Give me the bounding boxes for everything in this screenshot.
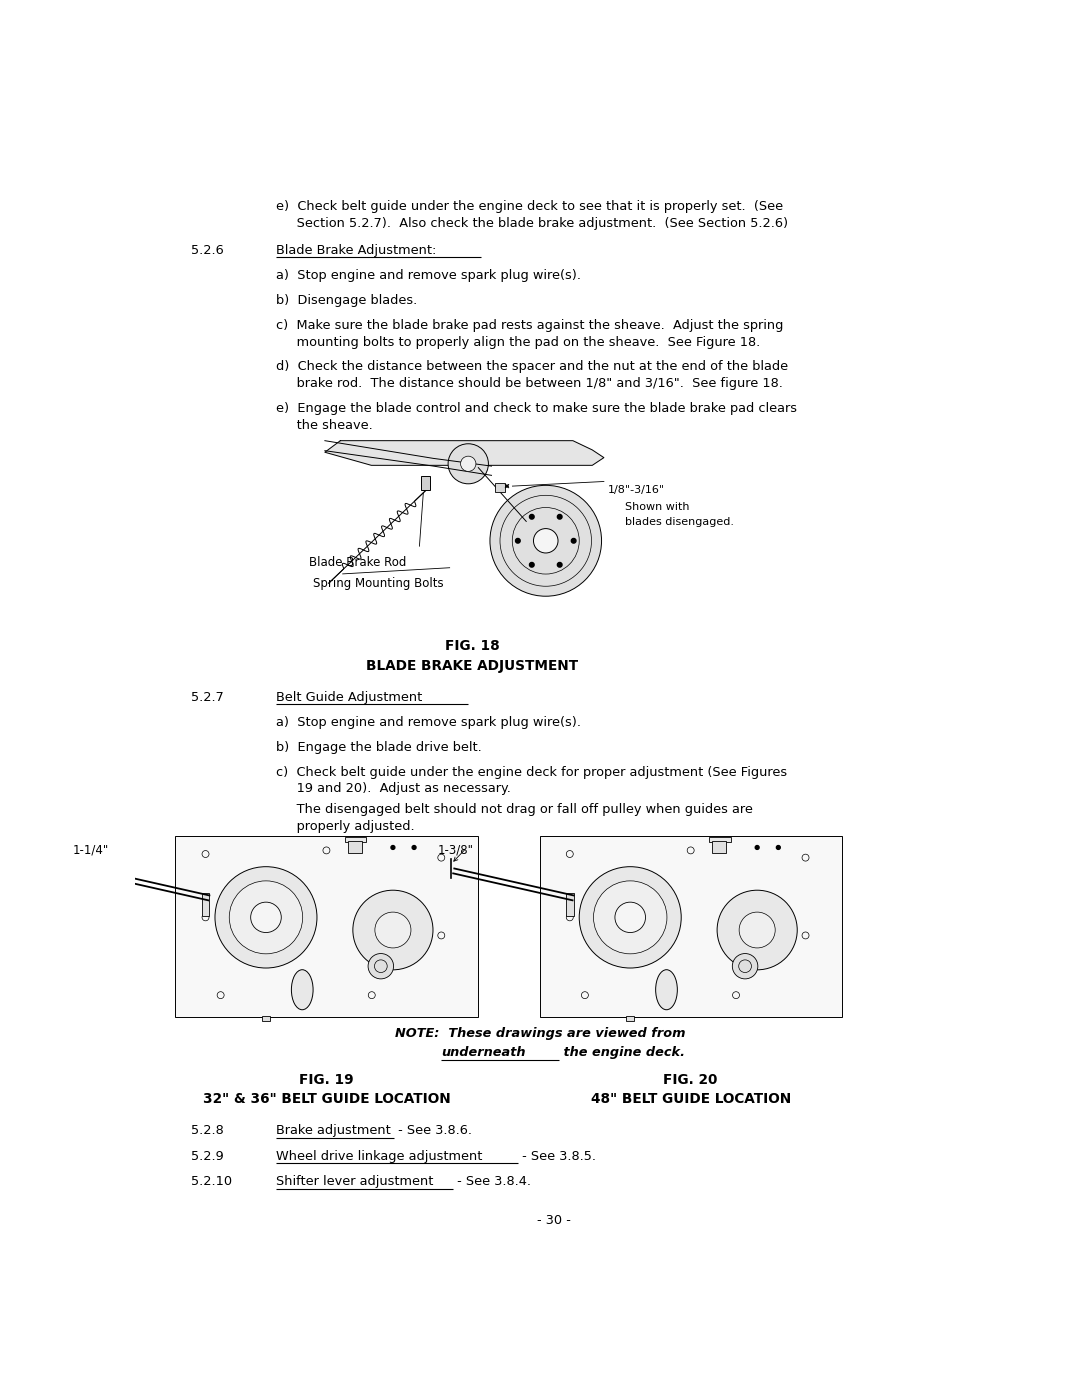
Text: 5.2.10: 5.2.10	[191, 1175, 232, 1187]
Text: Belt Guide Adjustment: Belt Guide Adjustment	[276, 692, 422, 704]
Text: c)  Make sure the blade brake pad rests against the sheave.  Adjust the spring: c) Make sure the blade brake pad rests a…	[276, 319, 783, 331]
Circle shape	[448, 444, 488, 483]
Bar	[496, 483, 504, 492]
Text: - See 3.8.4.: - See 3.8.4.	[453, 1175, 530, 1187]
Circle shape	[579, 866, 681, 968]
Text: Section 5.2.7).  Also check the blade brake adjustment.  (See Section 5.2.6): Section 5.2.7). Also check the blade bra…	[276, 217, 788, 231]
Bar	[202, 893, 210, 916]
Bar	[540, 835, 841, 1017]
Text: Shifter lever adjustment: Shifter lever adjustment	[276, 1175, 433, 1187]
Text: FIG. 19: FIG. 19	[299, 1073, 354, 1087]
Circle shape	[229, 882, 302, 954]
Text: c)  Check belt guide under the engine deck for proper adjustment (See Figures: c) Check belt guide under the engine dec…	[276, 766, 787, 778]
Circle shape	[571, 538, 576, 543]
Text: blades disengaged.: blades disengaged.	[625, 517, 733, 527]
Text: b)  Disengage blades.: b) Disengage blades.	[276, 293, 417, 307]
Text: Shown with: Shown with	[625, 502, 689, 511]
Text: FIG. 18: FIG. 18	[445, 640, 499, 654]
Text: underneath: underneath	[441, 1046, 526, 1059]
Text: 32" & 36" BELT GUIDE LOCATION: 32" & 36" BELT GUIDE LOCATION	[203, 1092, 450, 1106]
Text: d)  Check the distance between the spacer and the nut at the end of the blade: d) Check the distance between the spacer…	[276, 360, 788, 373]
Bar	[262, 1016, 270, 1021]
Polygon shape	[325, 440, 604, 465]
Circle shape	[353, 890, 433, 970]
Text: 5.2.7: 5.2.7	[191, 692, 224, 704]
Text: Wheel drive linkage adjustment: Wheel drive linkage adjustment	[276, 1150, 483, 1162]
Text: properly adjusted.: properly adjusted.	[276, 820, 415, 833]
Text: BLADE BRAKE ADJUSTMENT: BLADE BRAKE ADJUSTMENT	[366, 659, 578, 673]
Text: - See 3.8.6.: - See 3.8.6.	[394, 1125, 472, 1137]
Text: - 30 -: - 30 -	[537, 1214, 570, 1227]
Circle shape	[215, 866, 316, 968]
Text: 1-1/4": 1-1/4"	[73, 844, 109, 856]
Circle shape	[534, 528, 558, 553]
Text: Spring Mounting Bolts: Spring Mounting Bolts	[313, 577, 444, 590]
Text: 5.2.9: 5.2.9	[191, 1150, 224, 1162]
Text: mounting bolts to properly align the pad on the sheave.  See Figure 18.: mounting bolts to properly align the pad…	[276, 335, 760, 348]
Circle shape	[375, 912, 411, 949]
Circle shape	[368, 954, 393, 979]
Circle shape	[413, 845, 416, 849]
Text: 5.2.6: 5.2.6	[191, 244, 224, 257]
Circle shape	[755, 845, 759, 849]
Text: b)  Engage the blade drive belt.: b) Engage the blade drive belt.	[276, 740, 482, 754]
Circle shape	[732, 954, 758, 979]
Circle shape	[529, 563, 535, 567]
Circle shape	[515, 538, 521, 543]
Circle shape	[594, 882, 667, 954]
Circle shape	[490, 485, 602, 597]
Text: the engine deck.: the engine deck.	[559, 1046, 685, 1059]
Text: e)  Engage the blade control and check to make sure the blade brake pad clears: e) Engage the blade control and check to…	[276, 401, 797, 415]
Circle shape	[557, 514, 562, 520]
Text: 5.2.8: 5.2.8	[191, 1125, 224, 1137]
Circle shape	[391, 845, 395, 849]
Text: Blade Brake Adjustment:: Blade Brake Adjustment:	[276, 244, 436, 257]
Ellipse shape	[292, 970, 313, 1010]
Bar	[566, 893, 573, 916]
Text: 19 and 20).  Adjust as necessary.: 19 and 20). Adjust as necessary.	[276, 782, 511, 795]
Ellipse shape	[656, 970, 677, 1010]
Text: Brake adjustment: Brake adjustment	[276, 1125, 391, 1137]
Circle shape	[615, 902, 646, 933]
Text: a)  Stop engine and remove spark plug wire(s).: a) Stop engine and remove spark plug wir…	[276, 270, 581, 282]
Text: FIG. 20: FIG. 20	[663, 1073, 718, 1087]
Circle shape	[717, 890, 797, 970]
Circle shape	[557, 563, 562, 567]
Text: NOTE:  These drawings are viewed from: NOTE: These drawings are viewed from	[394, 1027, 685, 1039]
Text: e)  Check belt guide under the engine deck to see that it is properly set.  (See: e) Check belt guide under the engine dec…	[276, 200, 783, 212]
Circle shape	[739, 912, 775, 949]
Text: - See 3.8.5.: - See 3.8.5.	[517, 1150, 596, 1162]
Text: 48" BELT GUIDE LOCATION: 48" BELT GUIDE LOCATION	[591, 1092, 791, 1106]
Circle shape	[529, 514, 535, 520]
Bar	[175, 835, 477, 1017]
Circle shape	[251, 902, 281, 933]
Text: brake rod.  The distance should be between 1/8" and 3/16".  See figure 18.: brake rod. The distance should be betwee…	[276, 377, 783, 390]
Bar	[712, 841, 726, 852]
Text: The disengaged belt should not drag or fall off pulley when guides are: The disengaged belt should not drag or f…	[276, 803, 753, 816]
Text: the sheave.: the sheave.	[276, 419, 373, 432]
Bar	[626, 1016, 634, 1021]
Circle shape	[777, 845, 780, 849]
Bar	[421, 476, 430, 490]
Text: 1-3/8": 1-3/8"	[437, 844, 473, 856]
Bar	[348, 841, 362, 852]
Circle shape	[460, 457, 476, 471]
Text: a)  Stop engine and remove spark plug wire(s).: a) Stop engine and remove spark plug wir…	[276, 717, 581, 729]
Bar	[345, 837, 366, 842]
Text: Blade Brake Rod: Blade Brake Rod	[309, 556, 407, 569]
Bar	[708, 837, 730, 842]
Text: 1/8"-3/16": 1/8"-3/16"	[608, 485, 665, 495]
